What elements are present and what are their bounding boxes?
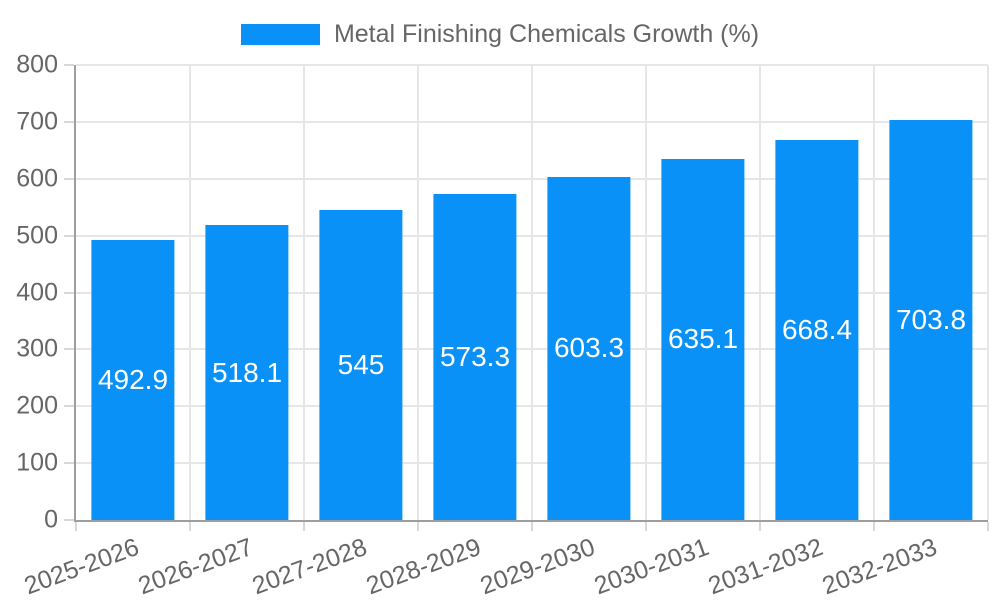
x-tick-label: 2031-2032 (704, 533, 827, 600)
x-tick (417, 522, 419, 531)
y-tick-label: 0 (44, 505, 58, 534)
bar: 492.9 (91, 239, 175, 520)
x-tick-label: 2032-2033 (818, 533, 941, 600)
y-tick (64, 405, 74, 408)
y-tick (64, 64, 74, 66)
bar-value-label: 703.8 (895, 303, 967, 335)
category-column: 703.8 2032-2033 (819, 65, 988, 600)
bar-value-label: 492.9 (97, 363, 169, 395)
v-gridline (759, 65, 761, 520)
y-tick (64, 462, 74, 465)
y-tick (64, 120, 74, 123)
y-axis-labels: 0 100 200 300 400 500 600 700 800 (0, 51, 58, 534)
bar: 573.3 (433, 193, 517, 520)
legend-label: Metal Finishing Chemicals Growth (%) (333, 19, 760, 48)
x-tick-label: 2029-2030 (476, 533, 599, 600)
category-column: 545 2027-2028 (249, 65, 418, 600)
bar-value-label: 573.3 (439, 340, 511, 372)
category-column: 518.1 2026-2027 (135, 65, 304, 600)
category-column: 668.4 2031-2032 (705, 65, 874, 600)
x-tick (75, 522, 77, 531)
x-tick (303, 522, 305, 531)
category-column: 603.3 2029-2030 (477, 65, 646, 600)
x-tick (531, 522, 533, 531)
y-tick-label: 200 (16, 391, 58, 420)
y-tick-label: 100 (16, 448, 58, 477)
category-column: 573.3 2028-2029 (363, 65, 532, 600)
x-tick (645, 522, 647, 531)
plot-area: 492.9 2025-2026 518.1 2026-2027 545 2027-2028… (21, 64, 989, 600)
x-tick-label: 2028-2029 (362, 533, 485, 600)
y-tick (64, 177, 74, 180)
x-tick (873, 522, 875, 531)
bar-value-label: 635.1 (667, 323, 739, 355)
bar: 635.1 (661, 158, 745, 520)
v-gridline (417, 65, 419, 520)
v-gridline (189, 65, 191, 520)
bar: 703.8 (889, 119, 973, 520)
y-tick (64, 291, 74, 294)
y-tick (64, 519, 74, 521)
y-tick-label: 700 (16, 107, 58, 136)
legend-swatch (240, 23, 320, 45)
bar: 603.3 (547, 176, 631, 520)
y-tick-label: 800 (16, 50, 58, 79)
legend[interactable]: Metal Finishing Chemicals Growth (%) (0, 20, 1000, 48)
v-gridline (303, 65, 305, 520)
bar-value-label: 668.4 (781, 313, 853, 345)
bar: 668.4 (775, 139, 859, 520)
x-tick-label: 2027-2028 (248, 533, 371, 600)
bar-value-label: 603.3 (553, 332, 625, 364)
x-tick-label: 2025-2026 (20, 533, 143, 600)
v-gridline (531, 65, 533, 520)
v-gridline (873, 65, 875, 520)
category-column: 635.1 2030-2031 (591, 65, 760, 600)
bar-value-label: 545 (337, 349, 385, 381)
x-tick (987, 522, 989, 531)
y-tick-label: 600 (16, 164, 58, 193)
category-column: 492.9 2025-2026 (21, 65, 190, 600)
v-gridline (987, 65, 989, 520)
x-tick (759, 522, 761, 531)
bar: 518.1 (205, 225, 289, 520)
v-gridline (645, 65, 647, 520)
y-tick (64, 348, 74, 351)
bar-value-label: 518.1 (211, 356, 283, 388)
bar: 545 (319, 210, 403, 520)
y-tick-label: 400 (16, 278, 58, 306)
x-tick (189, 522, 191, 531)
y-tick-label: 300 (16, 334, 58, 363)
x-tick-label: 2026-2027 (134, 533, 257, 600)
y-tick (64, 234, 74, 237)
x-tick-label: 2030-2031 (590, 533, 713, 600)
y-tick-label: 500 (16, 221, 58, 250)
